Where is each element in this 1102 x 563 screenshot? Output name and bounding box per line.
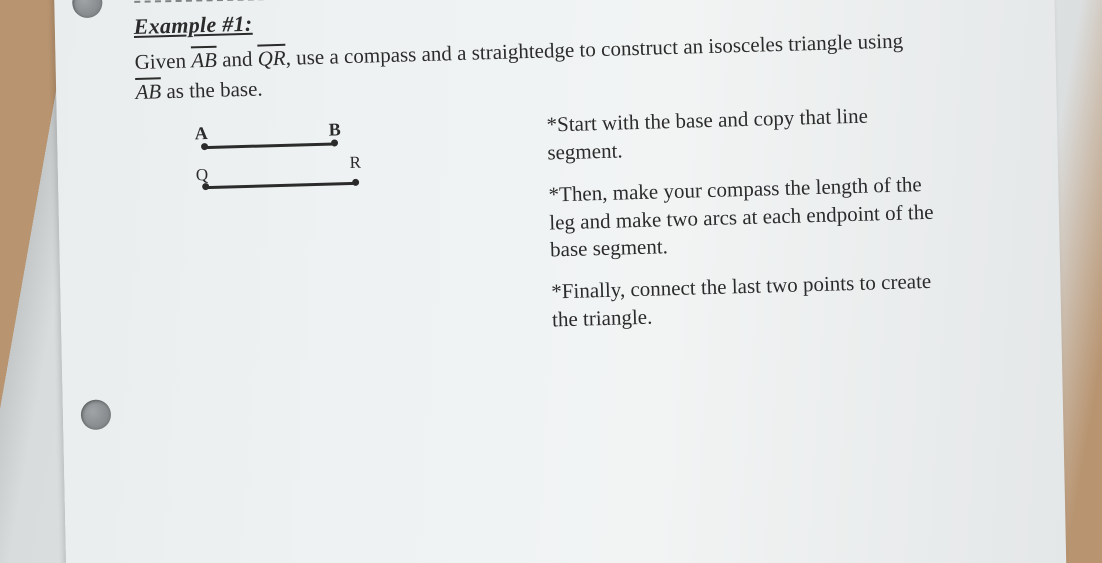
point-a-label: A [194,123,208,144]
segment-qr-figure: Q R [197,152,458,203]
header-divider [134,0,264,3]
prompt-pre: Given [134,48,191,74]
baseline-post: as the base. [161,77,263,104]
step-2: *Then, make your compass the length of t… [548,170,940,264]
figure-area: A B Q R [136,114,458,205]
worksheet-paper: Example #1: Given AB and QR, use a compa… [54,0,1067,563]
punch-hole-bottom [81,399,112,430]
segment-qr-ref: QR [257,46,286,71]
content-area: Example #1: Given AB and QR, use a compa… [133,0,1042,359]
punch-hole-top [72,0,103,18]
steps-column: *Start with the base and copy that line … [546,101,942,348]
segment-ab-ref: AB [191,48,217,73]
point-r-label: R [349,153,361,173]
segment-ab-base-ref: AB [135,80,161,105]
desk-surface: Example #1: Given AB and QR, use a compa… [0,0,1102,563]
segment-ab-line [204,143,334,149]
step-3: *Finally, connect the last two points to… [551,268,942,334]
columns: A B Q R *Start with the [136,98,1042,359]
segment-qr-line [205,182,355,189]
step-1: *Start with the base and copy that line … [546,101,937,167]
prompt-mid: and [217,47,258,72]
point-b-label: B [328,120,341,141]
